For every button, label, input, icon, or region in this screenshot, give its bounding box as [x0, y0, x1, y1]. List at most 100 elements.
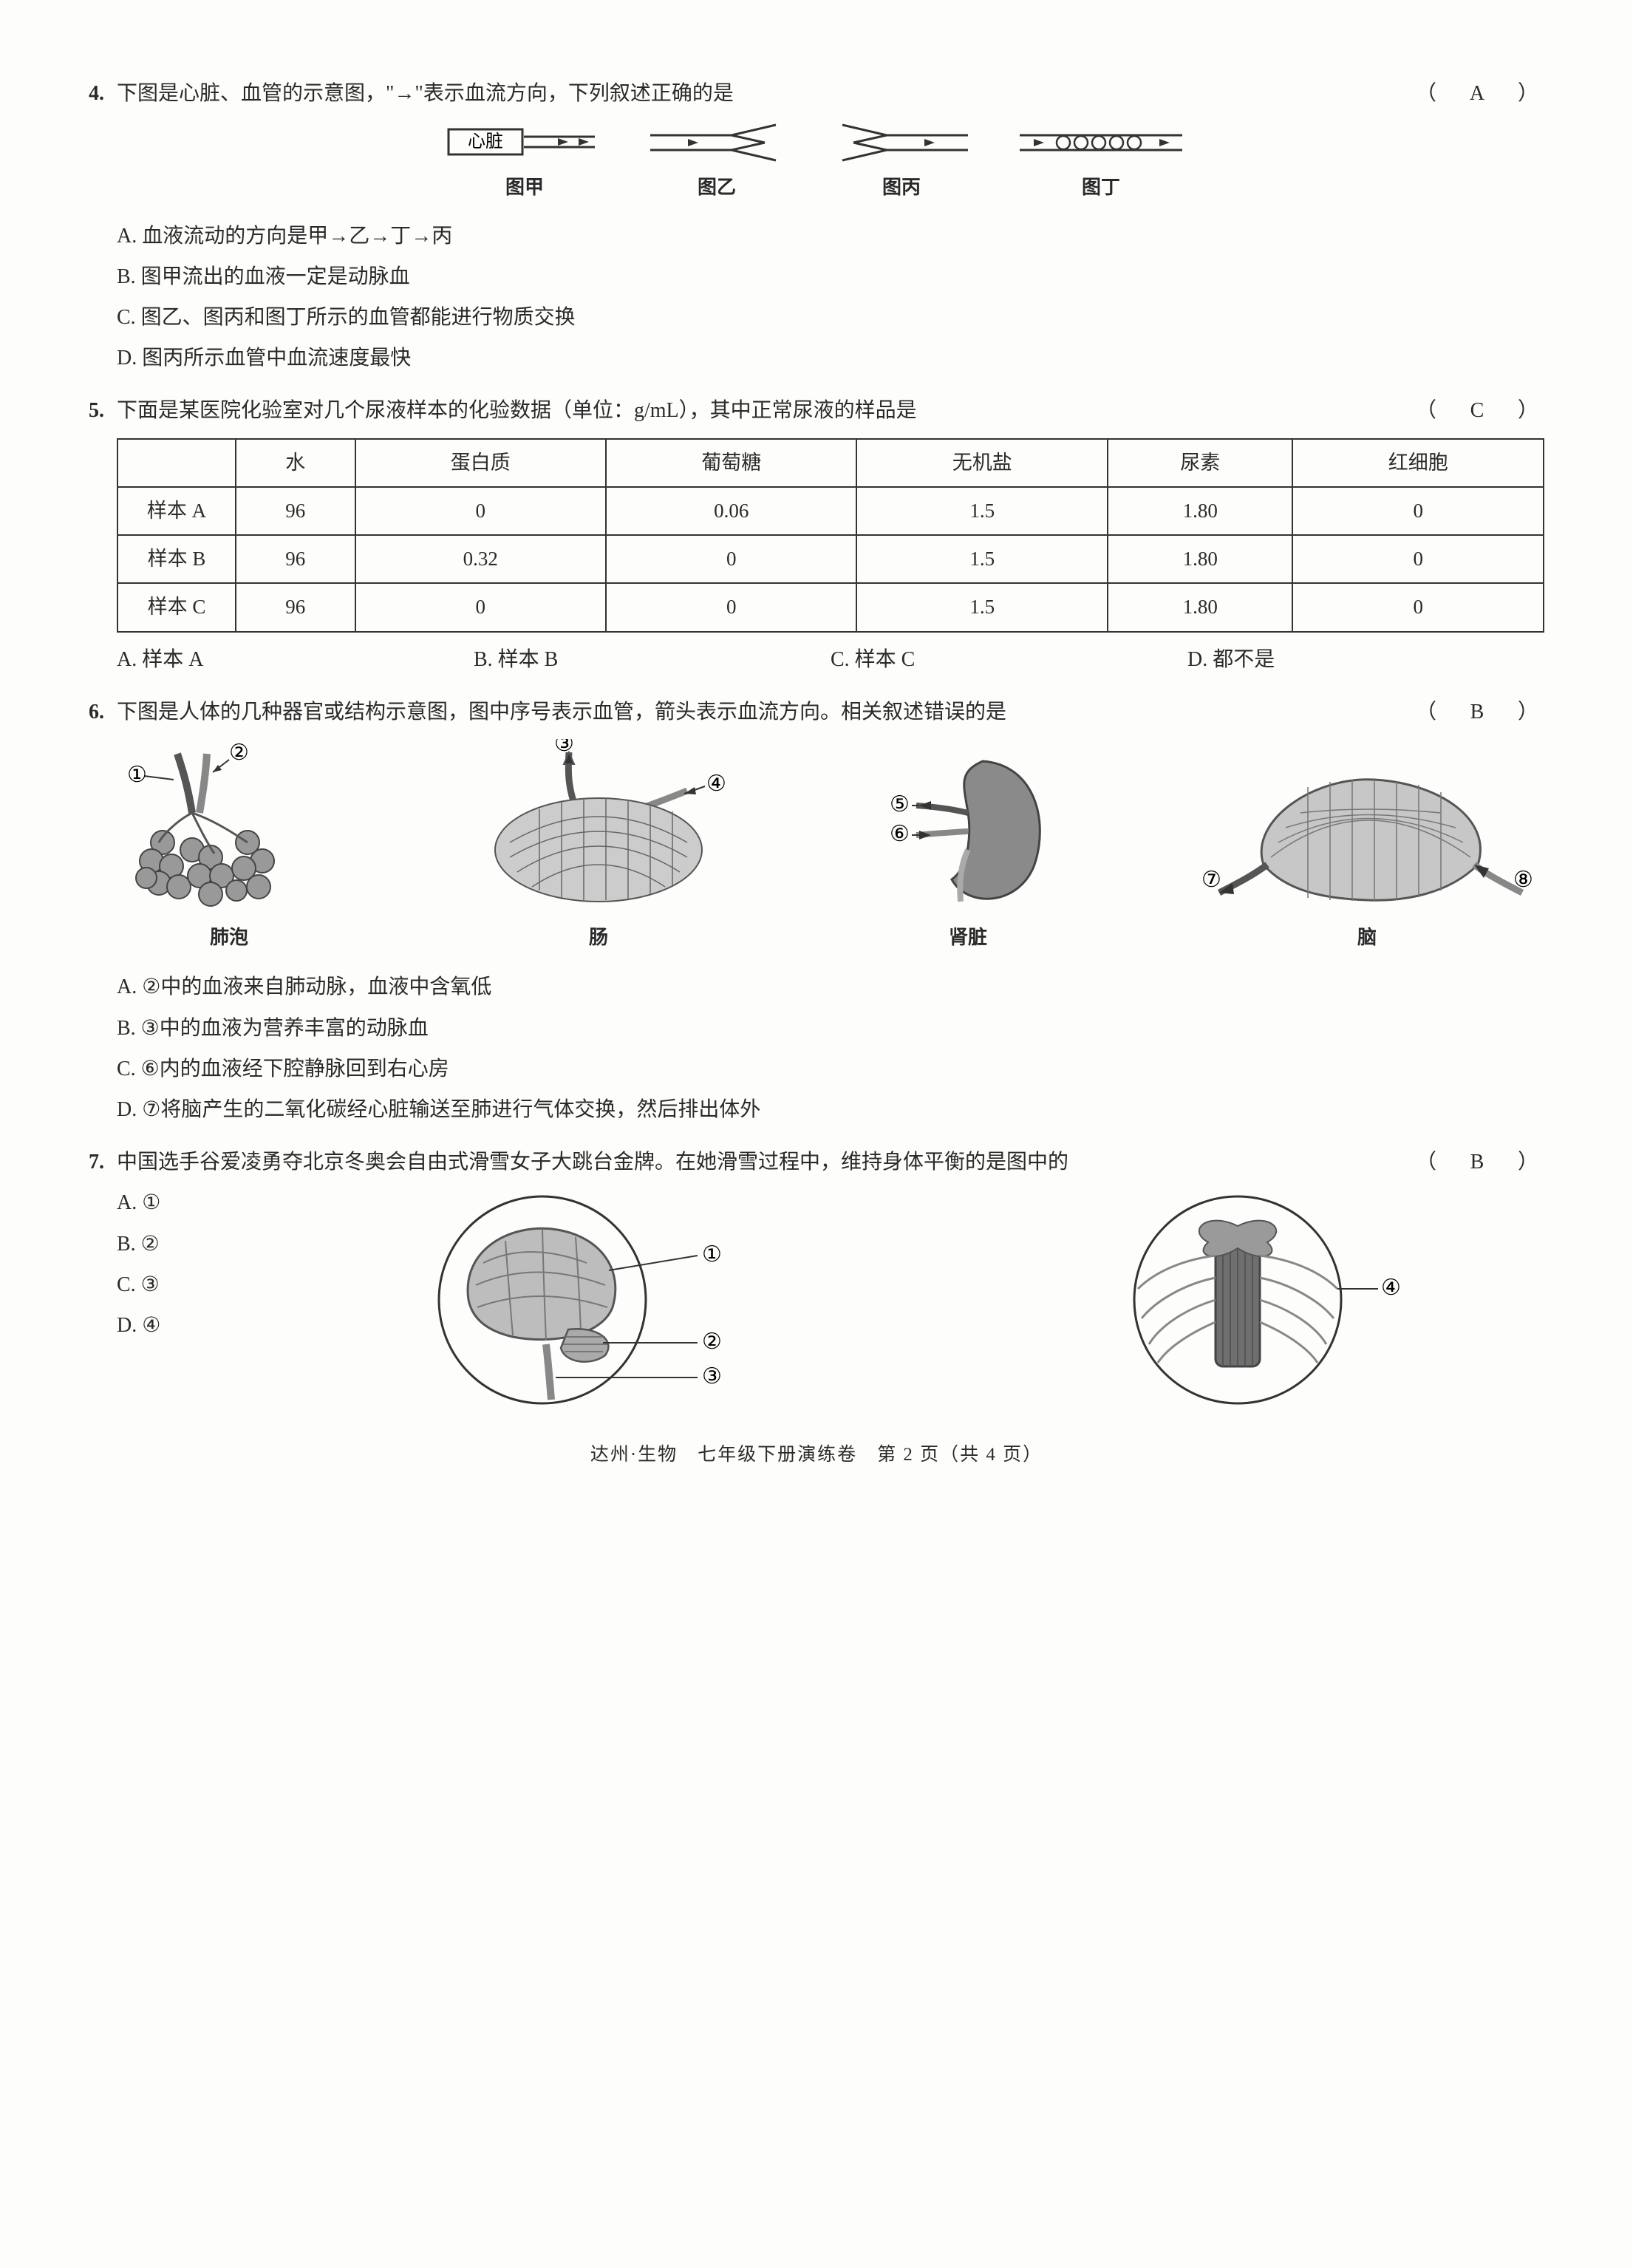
q5-stem-text: 下面是某医院化验室对几个尿液样本的化验数据（单位：g/mL），其中正常尿液的样品…: [117, 399, 917, 422]
q7-stem-text: 中国选手谷爱凌勇夺北京冬奥会自由式滑雪女子大跳台金牌。在她滑雪过程中，维持身体平…: [117, 1151, 1068, 1174]
q6-num4: ④: [706, 772, 726, 796]
q6-option-d: D. ⑦将脑产生的二氧化碳经心脏输送至肺进行气体交换，然后排出体外: [117, 1090, 1544, 1129]
q4-answer-paren: （ A ）: [1416, 74, 1544, 113]
q6-number: 6.: [89, 692, 117, 732]
q4-diagram-ding: 图丁: [1016, 120, 1186, 205]
organ-brain: ⑦ ⑧ 脑: [1197, 754, 1537, 956]
q4-options: A. 血液流动的方向是甲→乙→丁→丙 B. 图甲流出的血液一定是动脉血 C. 图…: [89, 217, 1544, 378]
q5-stem: 下面是某医院化验室对几个尿液样本的化验数据（单位：g/mL），其中正常尿液的样品…: [117, 391, 1544, 430]
q7-figures: ① ② ③: [279, 1182, 1544, 1411]
intestine-svg: ③ ④: [458, 739, 739, 916]
q6-num6: ⑥: [890, 822, 910, 846]
cell: 1.80: [1108, 583, 1293, 631]
q5-table: 水 蛋白质 葡萄糖 无机盐 尿素 红细胞 样本 A 96 0 0.06 1.5 …: [117, 438, 1544, 633]
q4-stem-text: 下图是心脏、血管的示意图，"→"表示血流方向，下列叙述正确的是: [117, 82, 734, 105]
cell: 1.80: [1108, 487, 1293, 535]
q6-options: A. ②中的血液来自肺动脉，血液中含氧低 B. ③中的血液为营养丰富的动脉血 C…: [89, 967, 1544, 1129]
question-5: 5. 下面是某医院化验室对几个尿液样本的化验数据（单位：g/mL），其中正常尿液…: [89, 391, 1544, 679]
kidney-svg: ⑤ ⑥: [857, 739, 1079, 916]
cell: 0: [606, 535, 856, 583]
cell: 96: [236, 535, 355, 583]
q4-option-b: B. 图甲流出的血液一定是动脉血: [117, 257, 1544, 296]
cell: 0.32: [355, 535, 606, 583]
vein-svg: [831, 120, 972, 165]
th-glucose: 葡萄糖: [606, 439, 856, 487]
th-blank: [117, 439, 236, 487]
q6-answer-paren: （ B ）: [1416, 692, 1544, 732]
page-footer: 达州·生物 七年级下册演练卷 第 2 页（共 4 页）: [89, 1437, 1544, 1473]
heart-label: 心脏: [468, 132, 503, 151]
q7-num4: ④: [1381, 1276, 1401, 1300]
cell: 0: [1292, 583, 1544, 631]
q7-option-b: B. ②: [117, 1225, 279, 1264]
q7-option-c: C. ③: [117, 1265, 279, 1304]
q6-num1: ①: [127, 763, 147, 787]
q4-diagram-yi: 图乙: [647, 120, 787, 205]
cell: 96: [236, 487, 355, 535]
lung-svg: ① ②: [118, 739, 340, 916]
q4-label-jia: 图甲: [447, 169, 602, 205]
capillary-svg: [1016, 120, 1186, 165]
cell: 0: [1292, 535, 1544, 583]
q4-number: 4.: [89, 74, 117, 113]
q7-option-d: D. ④: [117, 1306, 279, 1345]
organ-lung: ① ② 肺泡: [118, 739, 340, 956]
cell: 样本 C: [117, 583, 236, 631]
q4-diagram-jia: 心脏 图甲: [447, 120, 602, 205]
q7-number: 7.: [89, 1142, 117, 1182]
q4-option-d: D. 图丙所示血管中血流速度最快: [117, 338, 1544, 378]
question-7: 7. 中国选手谷爱凌勇夺北京冬奥会自由式滑雪女子大跳台金牌。在她滑雪过程中，维持…: [89, 1142, 1544, 1411]
th-salt: 无机盐: [856, 439, 1107, 487]
q7-answer-paren: （ B ）: [1416, 1142, 1544, 1182]
q6-num8: ⑧: [1513, 868, 1533, 892]
q7-layout: A. ① B. ② C. ③ D. ④: [89, 1182, 1544, 1411]
th-water: 水: [236, 439, 355, 487]
q4-stem: 下图是心脏、血管的示意图，"→"表示血流方向，下列叙述正确的是 （ A ）: [117, 74, 1544, 113]
q5-answer: C: [1469, 391, 1491, 430]
q7-num3: ③: [702, 1364, 722, 1389]
th-protein: 蛋白质: [355, 439, 606, 487]
organ-brain-label: 脑: [1197, 919, 1537, 956]
cell: 1.5: [856, 487, 1107, 535]
q6-stem: 下图是人体的几种器官或结构示意图，图中序号表示血管，箭头表示血流方向。相关叙述错…: [117, 692, 1544, 732]
q7-option-a: A. ①: [117, 1183, 279, 1222]
cell: 0: [1292, 487, 1544, 535]
q6-option-a: A. ②中的血液来自肺动脉，血液中含氧低: [117, 967, 1544, 1007]
q6-option-b: B. ③中的血液为营养丰富的动脉血: [117, 1009, 1544, 1048]
q5-option-b: B. 样本 B: [474, 640, 831, 679]
q4-diagram-bing: 图丙: [831, 120, 972, 205]
artery-svg: [647, 120, 787, 165]
cell: 0.06: [606, 487, 856, 535]
cell: 96: [236, 583, 355, 631]
cell: 0: [355, 583, 606, 631]
organ-lung-label: 肺泡: [118, 919, 340, 956]
cell: 1.5: [856, 583, 1107, 631]
q5-option-d: D. 都不是: [1187, 640, 1544, 679]
q6-answer: B: [1469, 692, 1491, 732]
heart-vessel-svg: 心脏: [447, 120, 602, 165]
q6-num2: ②: [229, 740, 249, 765]
cell: 样本 A: [117, 487, 236, 535]
q7-options: A. ① B. ② C. ③ D. ④: [117, 1182, 279, 1346]
q4-label-bing: 图丙: [831, 169, 972, 205]
q5-number: 5.: [89, 391, 117, 430]
cell: 1.5: [856, 535, 1107, 583]
question-6: 6. 下图是人体的几种器官或结构示意图，图中序号表示血管，箭头表示血流方向。相关…: [89, 692, 1544, 1129]
brain-side-svg: ① ② ③: [417, 1189, 734, 1411]
organ-intestine: ③ ④ 肠: [458, 739, 739, 956]
q4-option-c: C. 图乙、图丙和图丁所示的血管都能进行物质交换: [117, 298, 1544, 337]
cell: 样本 B: [117, 535, 236, 583]
th-rbc: 红细胞: [1292, 439, 1544, 487]
q4-answer: A: [1469, 74, 1491, 113]
table-row: 样本 C 96 0 0 1.5 1.80 0: [117, 583, 1544, 631]
cell: 0: [355, 487, 606, 535]
q6-option-c: C. ⑥内的血液经下腔静脉回到右心房: [117, 1049, 1544, 1089]
organ-kidney-label: 肾脏: [857, 919, 1079, 956]
q7-num2: ②: [702, 1329, 722, 1354]
spinal-svg: ④: [1097, 1189, 1408, 1411]
cell: 1.80: [1108, 535, 1293, 583]
question-4: 4. 下图是心脏、血管的示意图，"→"表示血流方向，下列叙述正确的是 （ A ）…: [89, 74, 1544, 378]
q4-option-a: A. 血液流动的方向是甲→乙→丁→丙: [117, 217, 1544, 256]
q6-num3: ③: [554, 739, 574, 756]
q6-stem-text: 下图是人体的几种器官或结构示意图，图中序号表示血管，箭头表示血流方向。相关叙述错…: [117, 701, 1006, 723]
